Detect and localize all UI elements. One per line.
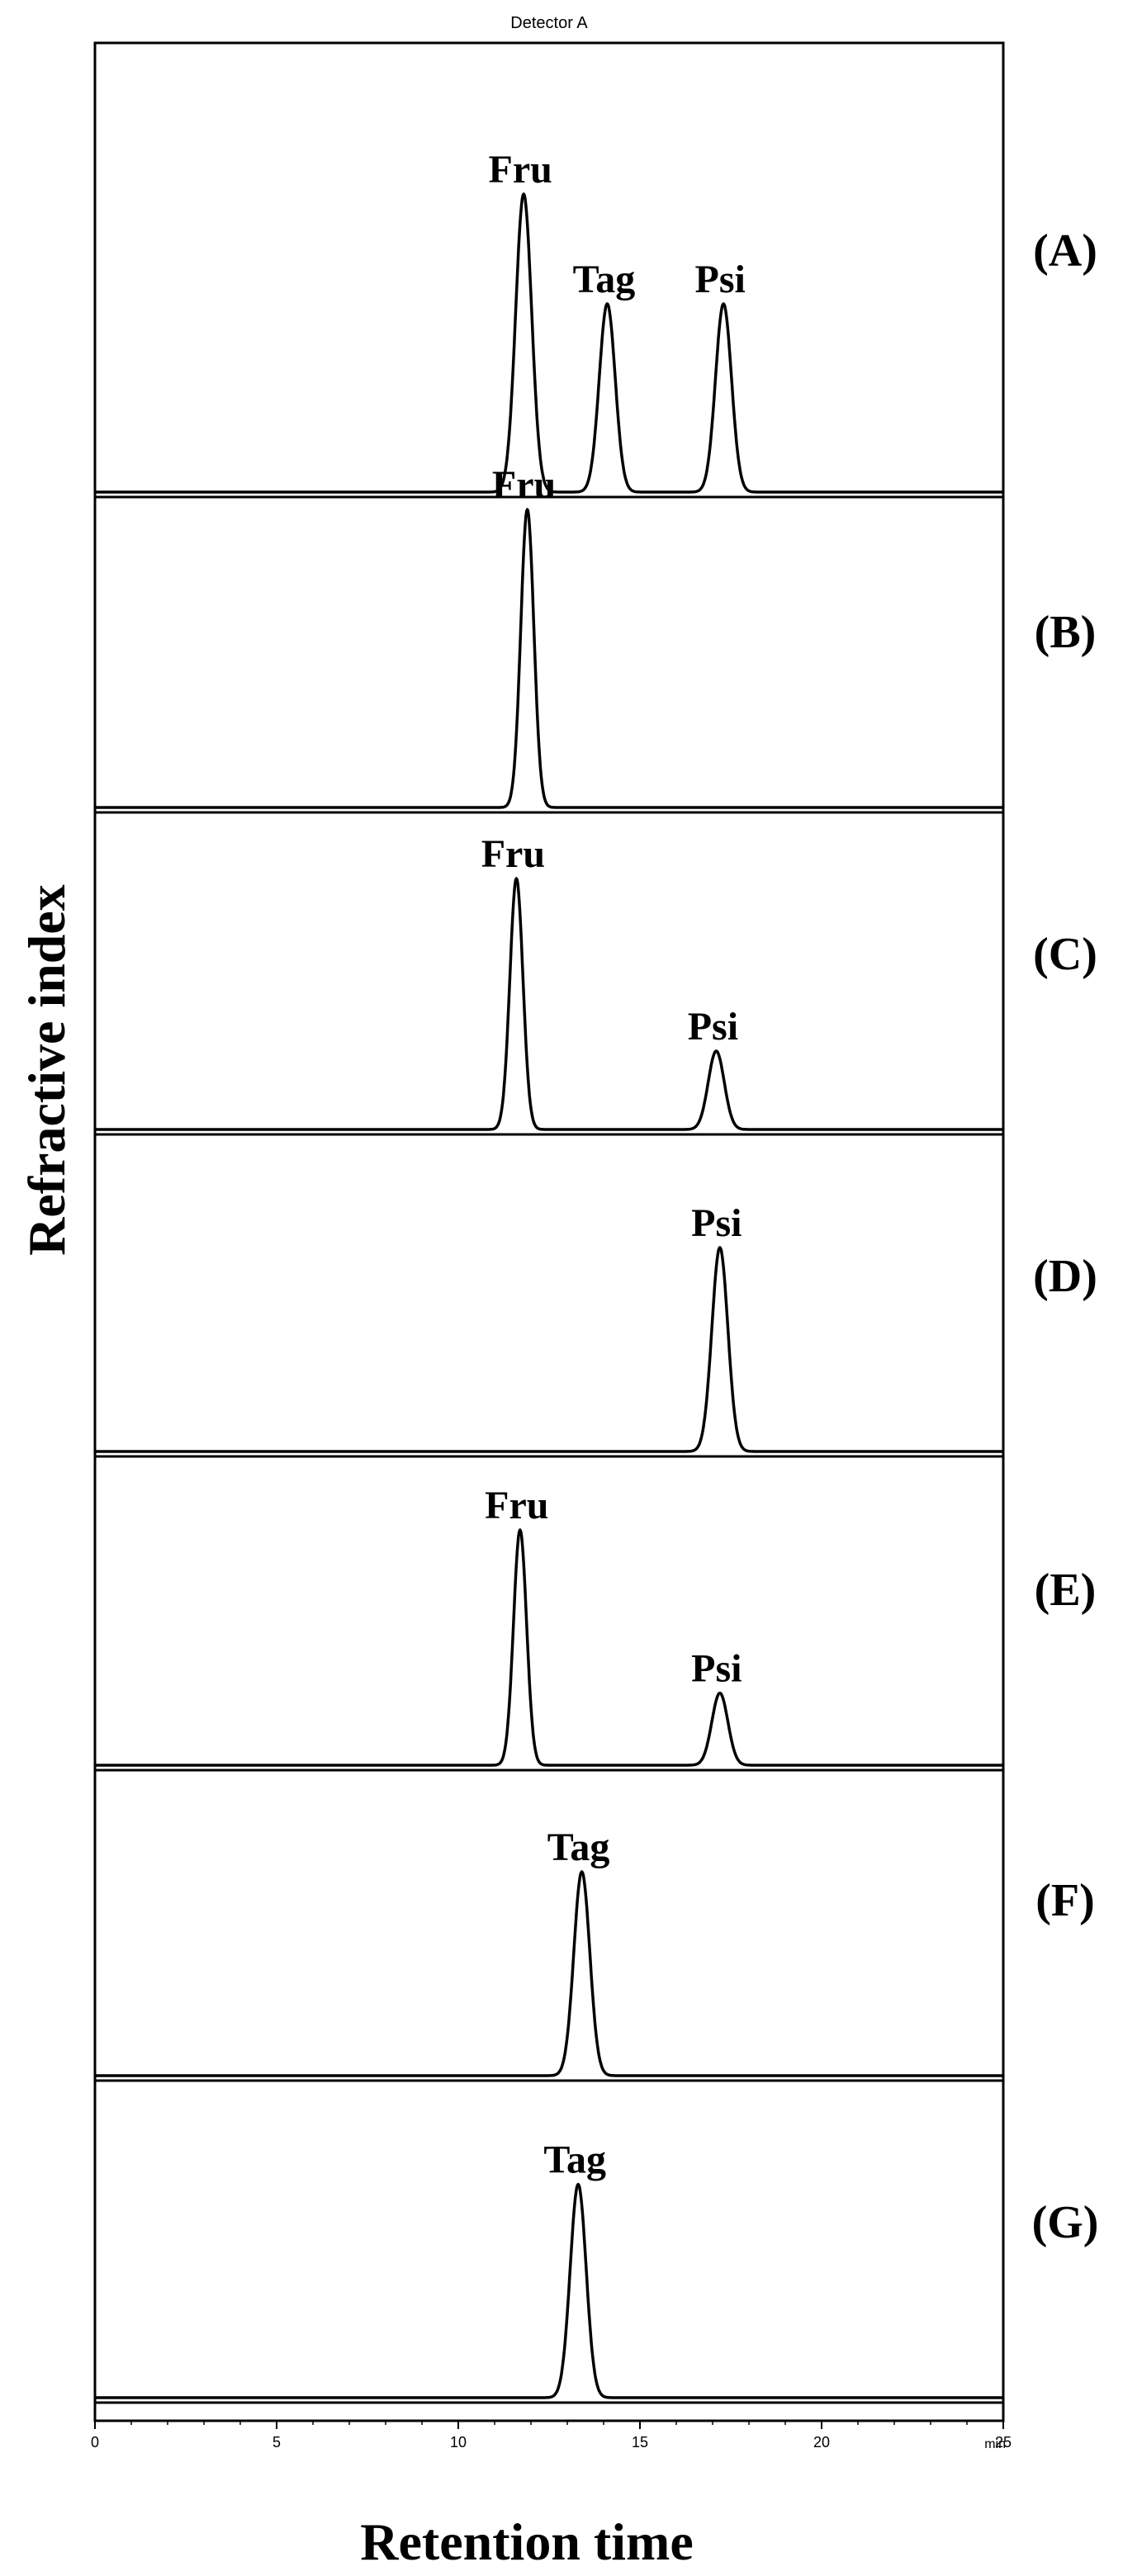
peak-label: Psi <box>691 1647 742 1691</box>
panel-label: (A) <box>1033 225 1097 277</box>
panel-3: Fru Psi (C) <box>94 832 1097 1136</box>
chart-title: Detector A <box>510 14 588 32</box>
panel-2: Fru (B) <box>94 463 1097 814</box>
panel-label: (E) <box>1035 1565 1097 1616</box>
y-axis-title: Refractive index <box>17 884 76 1256</box>
peak-label: Fru <box>489 148 552 192</box>
x-tick-label: 10 <box>450 2434 467 2451</box>
panel-label: (B) <box>1035 607 1097 658</box>
x-tick-label: 15 <box>632 2434 648 2451</box>
x-tick-label: 5 <box>272 2434 281 2451</box>
chromatogram-trace <box>94 877 1004 1131</box>
peak-label: Psi <box>691 1201 742 1245</box>
panel-label: (D) <box>1033 1251 1097 1302</box>
plot-frame <box>93 41 1005 2422</box>
panel-6: Tag (F) <box>94 1825 1095 2082</box>
chromatogram-trace <box>94 1246 1004 1453</box>
panel-1: Fru Tag Psi (A) <box>94 148 1097 499</box>
peak-label: Psi <box>695 258 746 301</box>
x-axis: 0 5 10 15 20 25 <box>91 2421 1012 2451</box>
x-tick-label: 20 <box>813 2434 830 2451</box>
x-tick-label: 25 <box>995 2434 1012 2451</box>
panel-7: Tag (G) <box>94 2138 1099 2404</box>
peak-label: Tag <box>543 2138 606 2182</box>
peak-label: Fru <box>492 463 556 507</box>
peak-label: Psi <box>688 1005 738 1049</box>
chromatogram-trace <box>94 2182 1004 2399</box>
x-tick-label: 0 <box>91 2434 99 2451</box>
peak-label: Tag <box>573 258 636 301</box>
chromatogram-trace <box>94 192 1004 494</box>
panel-label: (G) <box>1032 2197 1099 2248</box>
chromatogram-trace <box>94 508 1004 809</box>
x-unit-label: min <box>984 2437 1006 2451</box>
x-axis-title: Retention time <box>360 2512 693 2571</box>
panel-label: (F) <box>1035 1875 1095 1926</box>
peak-label: Tag <box>547 1825 610 1869</box>
panel-label: (C) <box>1033 929 1097 980</box>
peak-label: Fru <box>485 1484 548 1527</box>
peak-label: Fru <box>481 832 545 876</box>
chromatogram-trace <box>94 1870 1004 2077</box>
panel-5: Fru Psi (E) <box>94 1484 1097 1772</box>
chromatogram-trace <box>94 1528 1004 1767</box>
panels-group: Fru Tag Psi (A) Fru (B) Fru Psi (C) Psi (D) Fru Psi (… <box>94 148 1099 2404</box>
panel-4: Psi (D) <box>94 1201 1097 1458</box>
